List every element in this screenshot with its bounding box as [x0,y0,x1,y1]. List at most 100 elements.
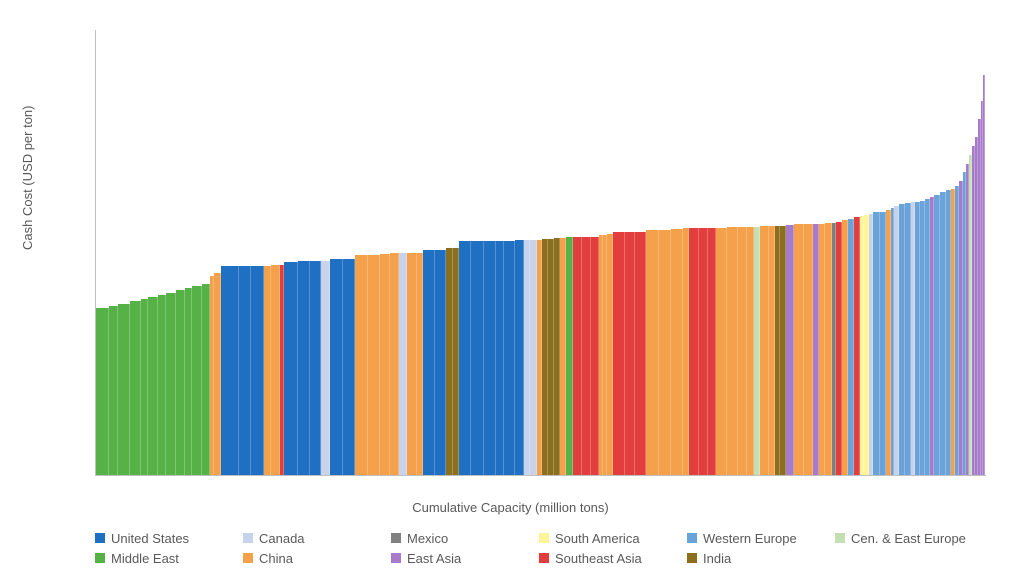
legend-swatch [243,533,253,543]
cost-bar [504,30,514,475]
cost-bar [573,30,582,475]
cost-bar [804,30,813,475]
legend-item: Middle East [95,549,243,567]
cost-bar [343,30,355,475]
legend-swatch [95,533,105,543]
cost-bar [716,30,728,475]
cost-bar [659,30,671,475]
cost-bar [251,30,264,475]
legend-swatch [539,533,549,543]
legend-item: United States [95,529,243,547]
legend: United States Canada Mexico South America We… [95,529,985,569]
cost-bar [760,30,769,475]
cost-bar [202,30,210,475]
plot-area [95,30,986,476]
legend-swatch [391,533,401,543]
cost-bar [819,30,826,475]
cost-bar [635,30,645,475]
cost-bar [582,30,591,475]
legend-swatch [391,553,401,563]
cost-bar [515,30,524,475]
cost-bar [794,30,804,475]
legend-label: Southeast Asia [555,551,642,566]
cost-bar [192,30,202,475]
legend-swatch [687,533,697,543]
legend-swatch [835,533,845,543]
legend-swatch [243,553,253,563]
cost-bar [298,30,310,475]
cost-bar [625,30,635,475]
legend-item: China [243,549,391,567]
cost-bar [355,30,368,475]
legend-swatch [539,553,549,563]
cost-bar [484,30,496,475]
cost-bar [214,30,221,475]
cost-bar [158,30,166,475]
legend-label: Middle East [111,551,179,566]
cost-bar [130,30,141,475]
cost-bar [446,30,453,475]
cost-bar [983,30,985,475]
cost-bar [591,30,599,475]
cost-bar [530,30,537,475]
legend-item: Cen. & East Europe [835,529,983,547]
legend-item: East Asia [391,549,539,567]
cost-bar [880,30,887,475]
legend-swatch [95,553,105,563]
cost-bar [368,30,380,475]
legend-item: Southeast Asia [539,549,687,567]
cost-bar [330,30,343,475]
legend-label: East Asia [407,551,461,566]
cost-bar [738,30,747,475]
cost-bar [185,30,192,475]
cost-bar [271,30,280,475]
cost-bar [708,30,715,475]
cost-bar [646,30,659,475]
cost-bar [310,30,321,475]
cost-bar [417,30,424,475]
cost-bar [380,30,390,475]
cost-bar [435,30,445,475]
cost-bar [524,30,531,475]
cost-bar [747,30,754,475]
cost-bar [471,30,484,475]
cost-bar [727,30,737,475]
cost-bar [284,30,299,475]
cost-bar [566,30,573,475]
cost-bar [109,30,118,475]
legend-label: India [703,551,731,566]
cost-bar [671,30,683,475]
cost-bar [496,30,505,475]
cost-bar [239,30,251,475]
legend-swatch [687,553,697,563]
cost-bar [176,30,185,475]
cost-bar [221,30,239,475]
cost-bar [459,30,471,475]
cost-bar [96,30,109,475]
cost-bar [699,30,708,475]
legend-item: India [687,549,835,567]
cost-bar [321,30,330,475]
cost-bar [683,30,690,475]
cost-bar [390,30,399,475]
cost-bar [825,30,832,475]
y-axis-label: Cash Cost (USD per ton) [20,106,35,251]
legend-item: Canada [243,529,391,547]
cost-bar [613,30,625,475]
cost-bar [873,30,880,475]
cost-bar [166,30,176,475]
cost-bar [148,30,158,475]
legend-item: Western Europe [687,529,835,547]
cost-bar [399,30,406,475]
legend-label: United States [111,531,189,546]
legend-label: Cen. & East Europe [851,531,966,546]
legend-label: Mexico [407,531,448,546]
x-axis-label: Cumulative Capacity (million tons) [0,500,1021,515]
legend-item: South America [539,529,687,547]
legend-label: South America [555,531,640,546]
cost-bar [689,30,699,475]
cost-bar [786,30,793,475]
cost-bar [141,30,148,475]
cost-bar [264,30,271,475]
cost-bar [118,30,130,475]
